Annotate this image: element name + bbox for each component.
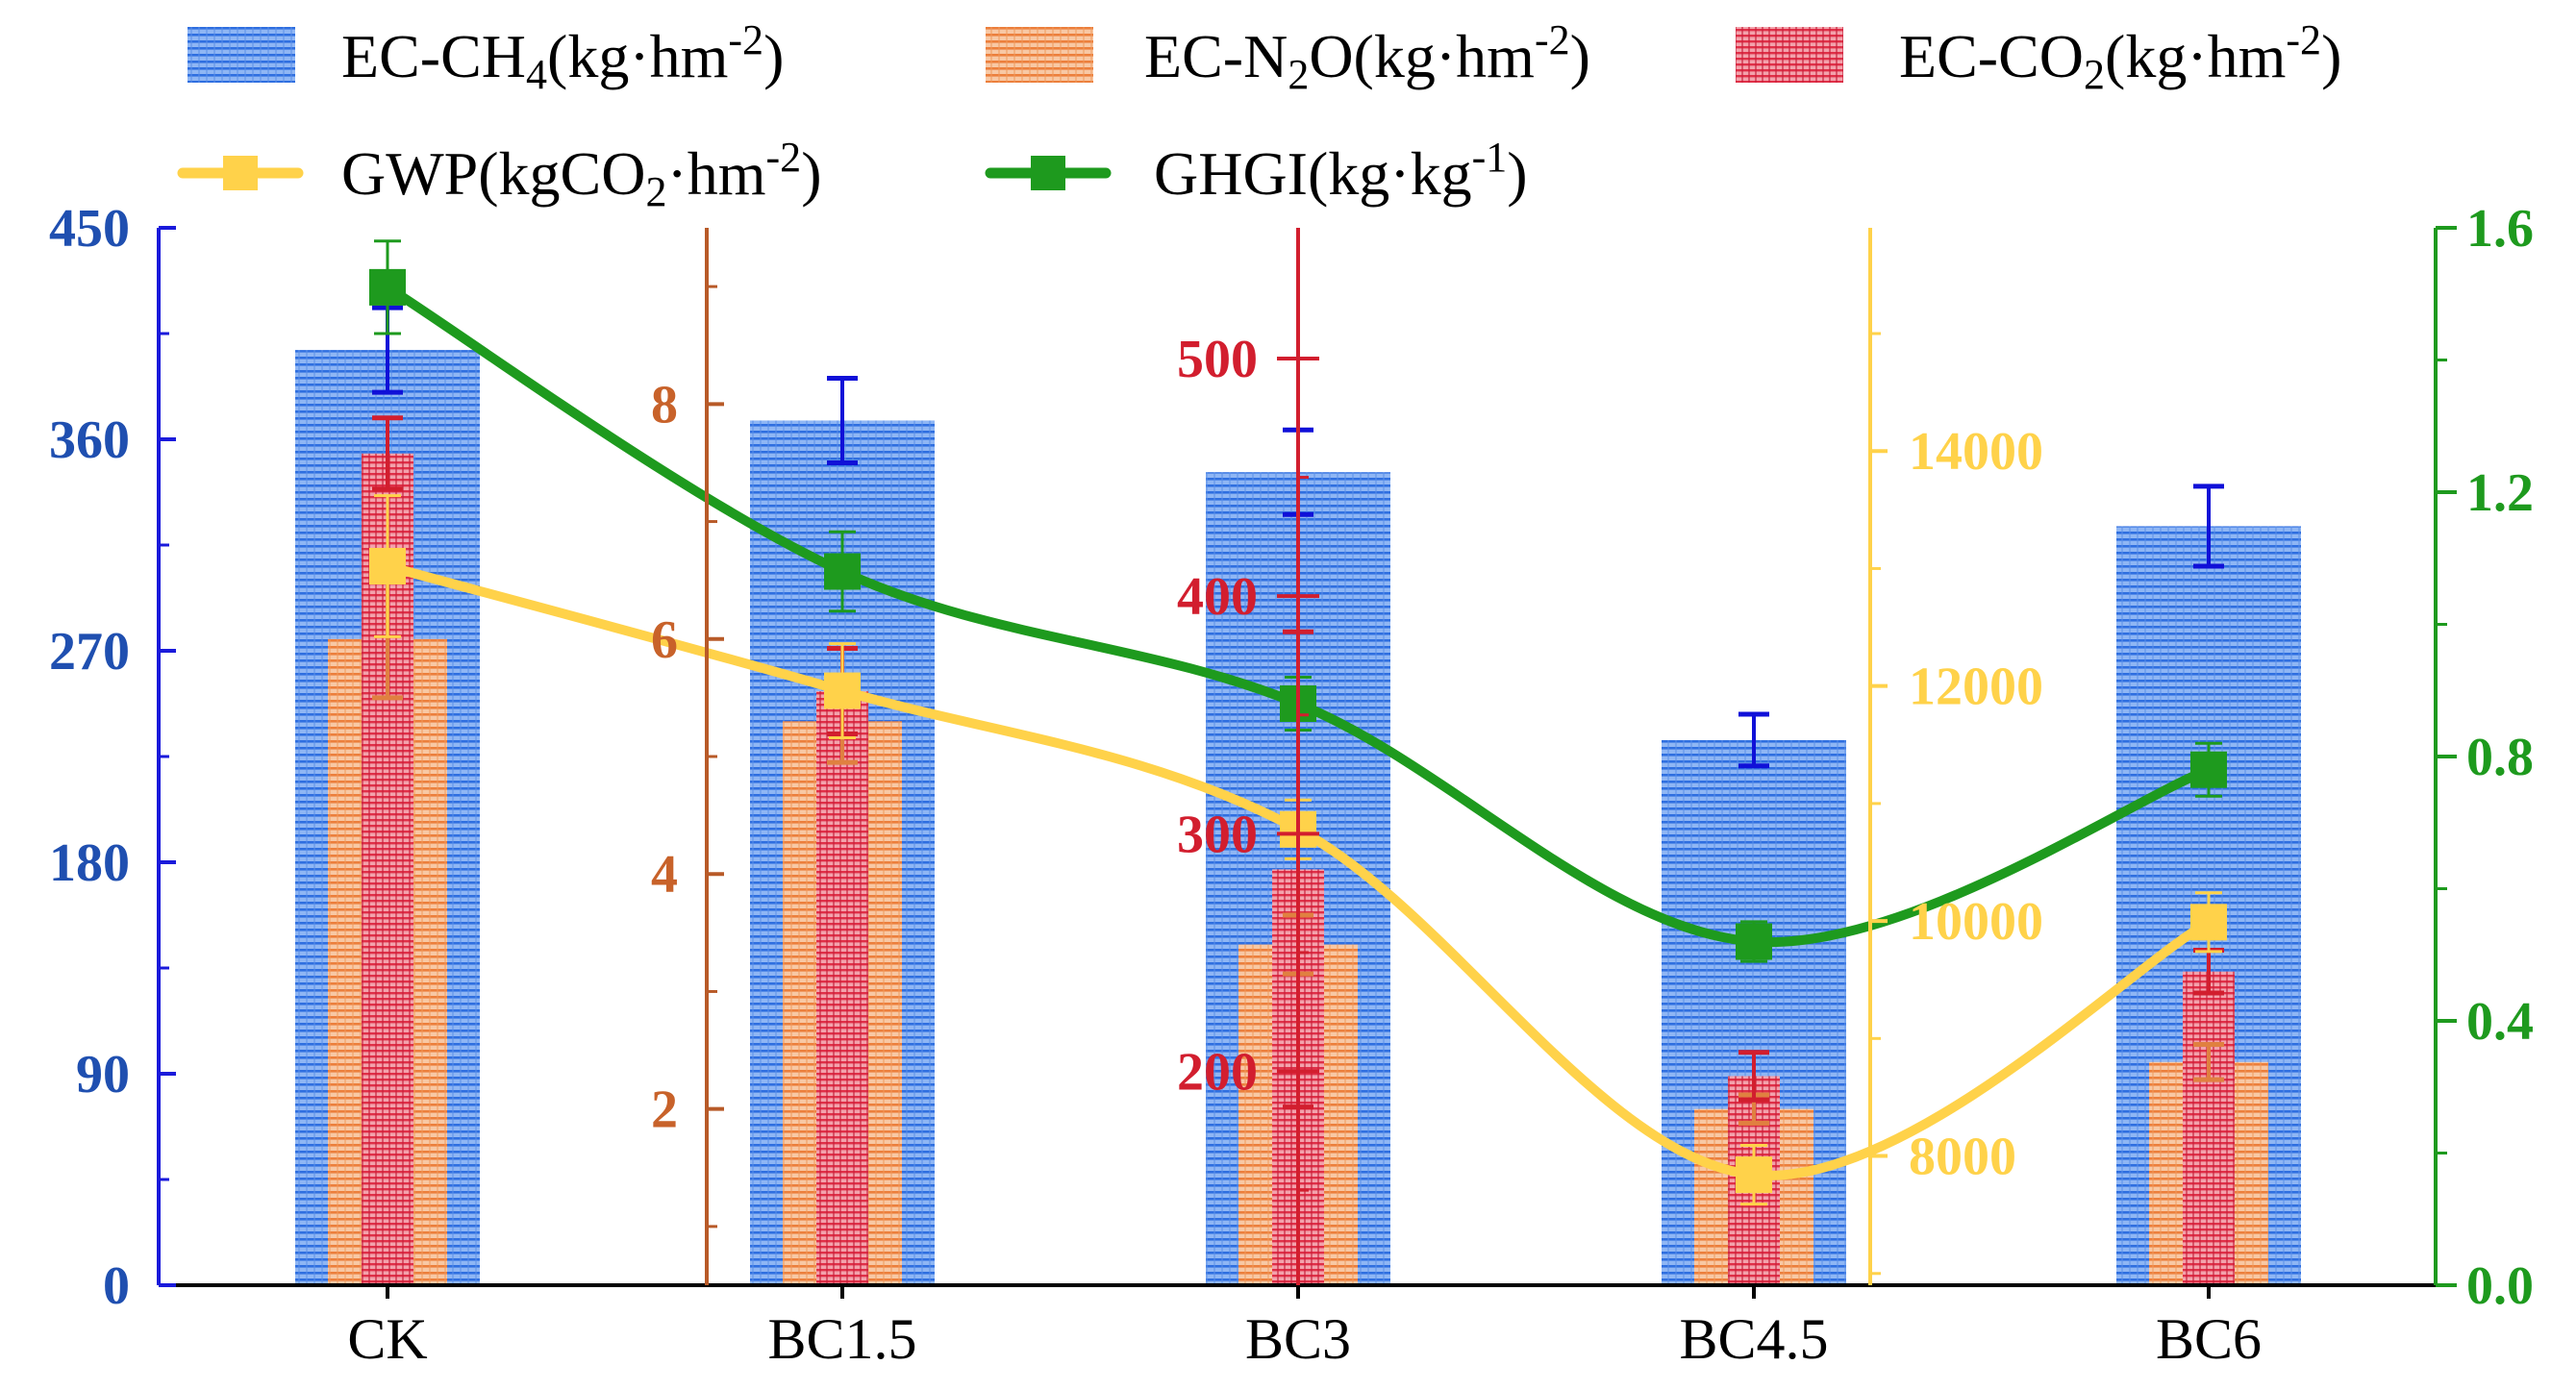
legend-marker-gwp: [223, 156, 258, 190]
legend-label-ch4: EC-CH4(kg·hm-2): [341, 16, 784, 98]
errorbar-ec-co2-ck: [372, 415, 403, 492]
bar-ec-co2-bc6: [2183, 971, 2235, 1285]
legend-item-co2[interactable]: EC-CO2(kg·hm-2): [1736, 16, 2341, 98]
legend-swatch-co2: [1736, 27, 1843, 83]
axis-co2: 200 300 400 500: [1177, 228, 1319, 1285]
legend-label-n2o: EC-N2O(kg·hm-2): [1144, 16, 1590, 98]
axis-tick-label-ch4-450: 450: [49, 199, 130, 259]
errorbar-ec-ch4-bc6: [2193, 484, 2224, 569]
axis-tick-label-ch4-180: 180: [49, 833, 130, 893]
x-tick-label-bc1-5: BC1.5: [767, 1307, 916, 1371]
axis-tick-label-co2-300: 300: [1177, 805, 1258, 864]
legend-item-ghgi[interactable]: GHGI(kg·kg-1): [985, 134, 1528, 208]
axis-tick-label-gwp-10000: 10000: [1909, 892, 2043, 952]
bar-ec-co2-bc1-5: [816, 691, 868, 1285]
x-tick-label-bc6: BC6: [2156, 1307, 2262, 1371]
errorbar-ec-co2-bc4-5: [1738, 1050, 1769, 1103]
point-ghgi-bc6: [2190, 751, 2227, 788]
point-gwp-bc4-5: [1736, 1156, 1772, 1194]
axis-tick-label-ghgi-1.6: 1.6: [2466, 199, 2534, 259]
axis-tick-label-gwp-14000: 14000: [1909, 422, 2043, 482]
legend-marker-ghgi: [1031, 156, 1065, 190]
errorbar-ec-ch4-bc1-5: [827, 375, 858, 465]
legend-label-ghgi: GHGI(kg·kg-1): [1154, 134, 1528, 208]
legend-swatch-ch4: [188, 27, 295, 83]
point-ghgi-bc1-5: [824, 553, 861, 590]
axis-tick-label-n2o-6: 6: [651, 610, 678, 670]
axis-tick-label-gwp-12000: 12000: [1909, 658, 2043, 717]
x-tick-label-ck: CK: [347, 1307, 427, 1371]
axis-ch4: 0 90 180 270 360 450: [49, 199, 176, 1316]
legend-label-co2: EC-CO2(kg·hm-2): [1899, 16, 2341, 98]
errorbar-ec-n2o-bc6: [2193, 1041, 2224, 1082]
axes-layer: CK BC1.5 BC3 BC4.5 BC6 0 90 180 270 360 450 2 4 6 8 200…: [49, 199, 2534, 1371]
axis-tick-label-n2o-4: 4: [651, 845, 678, 905]
axis-tick-label-ch4-360: 360: [49, 410, 130, 470]
axis-tick-label-ghgi-0.8: 0.8: [2466, 728, 2534, 787]
point-gwp-bc1-5: [824, 672, 861, 709]
axis-gwp: 8000 10000 12000 14000: [1868, 228, 2043, 1285]
point-ghgi-bc4-5: [1736, 923, 1772, 960]
axis-tick-label-n2o-8: 8: [651, 375, 678, 434]
legend-item-gwp[interactable]: GWP(kgCO2·hm-2): [177, 134, 822, 215]
axis-tick-label-ch4-90: 90: [76, 1045, 130, 1105]
legend-item-n2o[interactable]: EC-N2O(kg·hm-2): [986, 16, 1590, 98]
errorbar-ec-ch4-bc4-5: [1738, 711, 1769, 769]
legend-swatch-n2o: [986, 27, 1093, 83]
bars-layer: [295, 305, 2301, 1286]
axis-tick-label-co2-200: 200: [1177, 1043, 1258, 1103]
legend-label-gwp: GWP(kgCO2·hm-2): [341, 134, 822, 215]
axis-tick-label-ghgi-0.0: 0.0: [2466, 1256, 2534, 1316]
axis-tick-label-ghgi-0.4: 0.4: [2466, 992, 2534, 1052]
axis-tick-label-co2-400: 400: [1177, 567, 1258, 627]
axis-tick-label-n2o-2: 2: [651, 1080, 678, 1140]
axis-ghgi: 0.0 0.4 0.8 1.2 1.6: [2434, 199, 2534, 1316]
legend: EC-CH4(kg·hm-2) EC-N2O(kg·hm-2) EC-CO2(k…: [177, 16, 2341, 215]
axis-tick-label-ghgi-1.2: 1.2: [2466, 463, 2534, 523]
point-gwp-bc6: [2190, 904, 2227, 941]
axis-tick-label-ch4-0: 0: [103, 1256, 130, 1316]
legend-item-ch4[interactable]: EC-CH4(kg·hm-2): [188, 16, 784, 98]
point-ghgi-ck: [369, 268, 406, 306]
axis-n2o: 2 4 6 8: [651, 228, 724, 1285]
line-gwp: [383, 561, 2213, 1180]
point-gwp-ck: [369, 548, 406, 584]
axis-tick-label-co2-500: 500: [1177, 330, 1258, 389]
axis-tick-label-ch4-270: 270: [49, 622, 130, 682]
x-tick-label-bc4-5: BC4.5: [1679, 1307, 1828, 1371]
x-tick-label-bc3: BC3: [1245, 1307, 1351, 1371]
axis-tick-label-gwp-8000: 8000: [1909, 1128, 2016, 1187]
